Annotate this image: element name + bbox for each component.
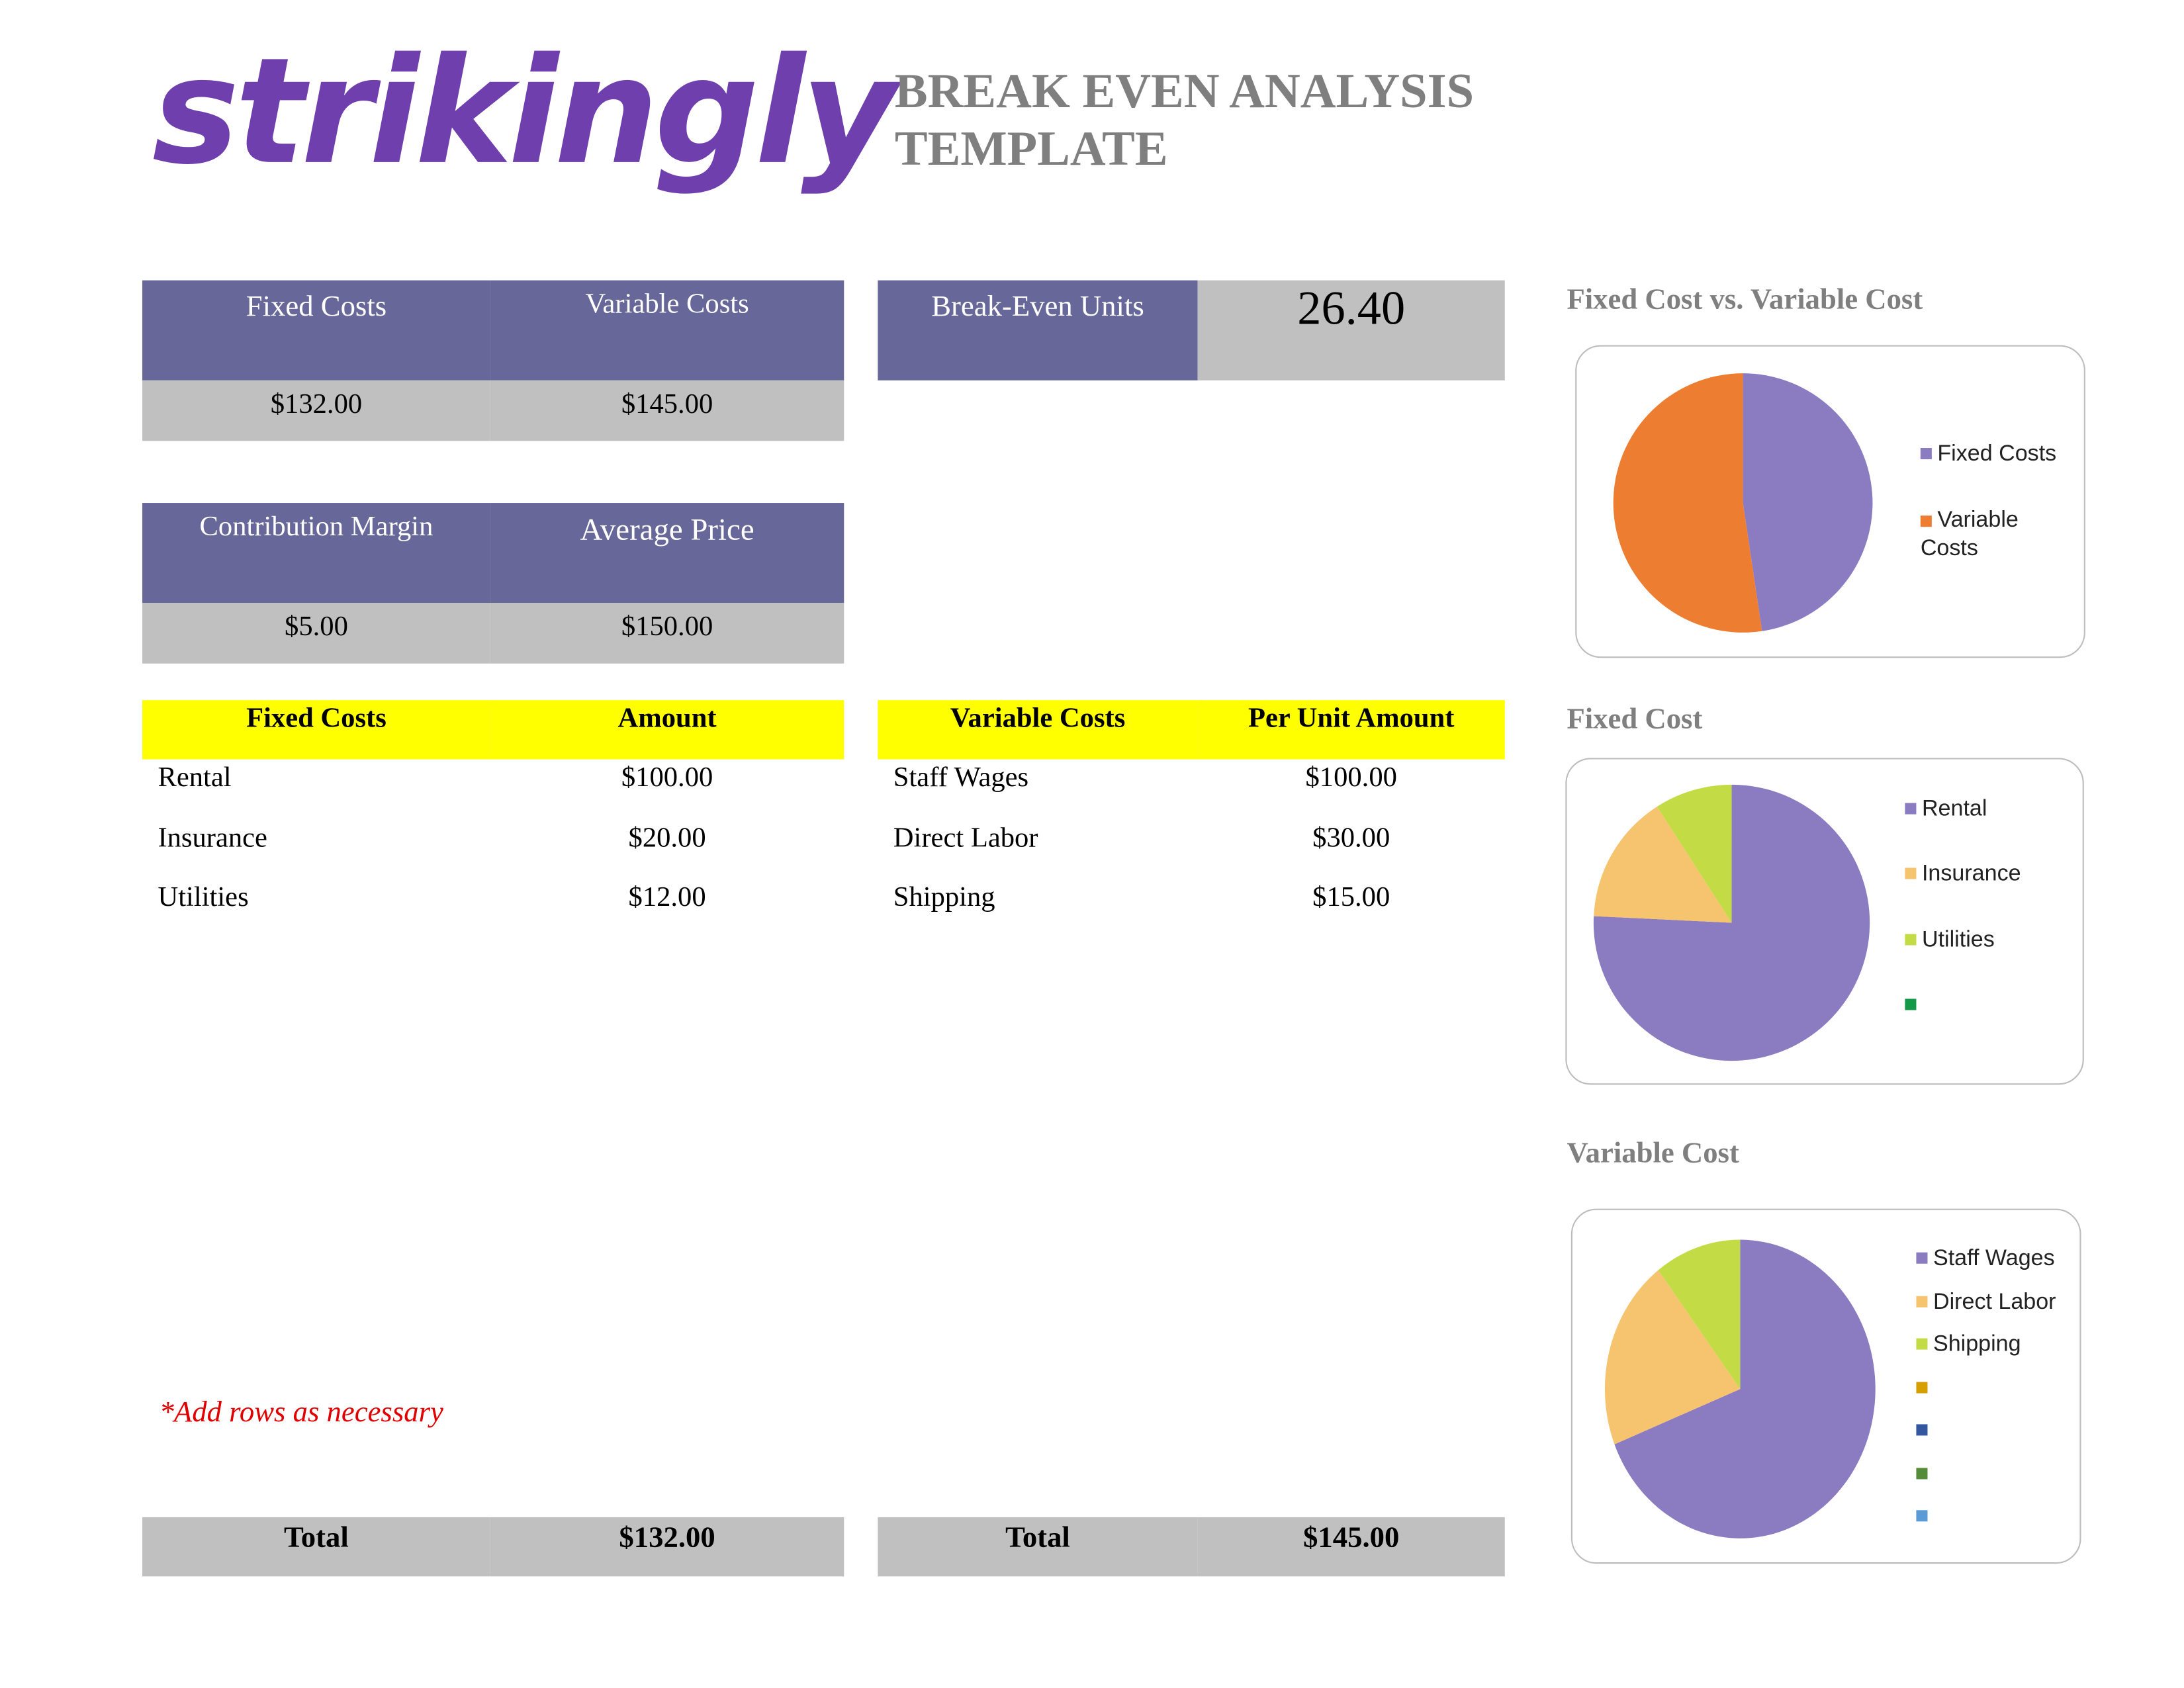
legend-swatch xyxy=(1905,934,1917,946)
variable-row-amount: $30.00 xyxy=(1312,822,1390,854)
pie-slice-variable-costs xyxy=(1613,373,1762,633)
chart-fixed-cost: Rental Insurance Utilities xyxy=(1565,758,2084,1085)
contribution-margin-value: $5.00 xyxy=(142,603,490,664)
fixed-row-amount: $100.00 xyxy=(621,762,713,793)
chart-fixed-vs-variable: Fixed Costs Variable Costs xyxy=(1575,345,2085,658)
fixed-row-name: Insurance xyxy=(158,822,267,854)
pie-slice-utilities xyxy=(1657,784,1732,923)
legend-item: Variable Costs xyxy=(1920,507,2048,563)
chart-title: Fixed Cost xyxy=(1567,701,1703,736)
legend-item: Shipping xyxy=(1916,1331,2021,1360)
average-price-value: $150.00 xyxy=(490,603,844,664)
legend-swatch xyxy=(1905,999,1917,1010)
legend-label: Utilities xyxy=(1921,928,1995,953)
pie-slice-direct-labor xyxy=(1604,1270,1741,1444)
legend-label: Staff Wages xyxy=(1933,1247,2055,1271)
legend-swatch xyxy=(1916,1382,1928,1394)
fixed-total-label: Total xyxy=(142,1517,490,1577)
legend-item: Fixed Costs xyxy=(1920,441,2083,469)
strikingly-logo: strikingly xyxy=(152,25,897,198)
legend-swatch xyxy=(1920,448,1932,460)
chart-title: Variable Cost xyxy=(1567,1135,1739,1170)
legend-item xyxy=(1916,1461,1933,1489)
fixed-row-amount: $12.00 xyxy=(628,881,706,913)
variable-costs-value: $145.00 xyxy=(490,380,844,441)
legend-label: Fixed Costs xyxy=(1937,442,2057,466)
pie-slice-insurance xyxy=(1594,806,1732,923)
legend-swatch xyxy=(1916,1424,1928,1436)
legend-swatch xyxy=(1905,803,1917,815)
legend-swatch xyxy=(1905,867,1917,879)
page-title: BREAK EVEN ANALYSIS TEMPLATE xyxy=(895,62,1474,178)
pie-slice-shipping xyxy=(1658,1239,1741,1390)
contribution-margin-header: Contribution Margin xyxy=(142,503,490,603)
fixed-total-value: $132.00 xyxy=(490,1517,844,1577)
legend-label: Direct Labor xyxy=(1933,1290,2056,1315)
legend-label: Rental xyxy=(1921,797,1987,822)
variable-row-name: Staff Wages xyxy=(893,762,1029,793)
legend-item: Staff Wages xyxy=(1916,1245,2055,1274)
add-rows-note: *Add rows as necessary xyxy=(159,1394,443,1429)
pie-slice-rental xyxy=(1593,784,1870,1061)
fixed-table-header-name: Fixed Costs xyxy=(142,700,490,760)
legend-item xyxy=(1905,992,1922,1020)
legend-swatch xyxy=(1916,1296,1928,1308)
average-price-header: Average Price xyxy=(490,503,844,603)
variable-costs-header: Variable Costs xyxy=(490,280,844,380)
variable-row-name: Direct Labor xyxy=(893,822,1038,854)
variable-total-value: $145.00 xyxy=(1197,1517,1505,1577)
legend-swatch xyxy=(1916,1468,1928,1480)
chart-title: Fixed Cost vs. Variable Cost xyxy=(1567,281,1923,316)
legend-swatch xyxy=(1916,1510,1928,1522)
legend-label: Shipping xyxy=(1933,1333,2021,1357)
variable-table-header-name: Variable Costs xyxy=(878,700,1198,760)
variable-row-amount: $15.00 xyxy=(1312,881,1390,913)
pie-slice-staff-wages xyxy=(1614,1239,1876,1538)
legend-swatch xyxy=(1916,1338,1928,1350)
legend-item xyxy=(1916,1503,1933,1532)
variable-row-name: Shipping xyxy=(893,881,995,913)
legend-item xyxy=(1916,1417,1933,1446)
chart-variable-cost: Staff Wages Direct Labor Shipping xyxy=(1570,1208,2081,1564)
legend-item: Direct Labor xyxy=(1916,1289,2056,1317)
legend-swatch xyxy=(1916,1252,1928,1264)
variable-total-label: Total xyxy=(878,1517,1198,1577)
title-line-1: BREAK EVEN ANALYSIS xyxy=(894,63,1475,118)
fixed-table-header-amount: Amount xyxy=(490,700,844,760)
break-even-value: 26.40 xyxy=(1197,280,1505,380)
legend-item: Insurance xyxy=(1905,861,2021,889)
legend-item: Rental xyxy=(1905,796,1987,824)
fixed-row-amount: $20.00 xyxy=(628,822,706,854)
legend-label: Variable Costs xyxy=(1920,508,2019,561)
variable-row-amount: $100.00 xyxy=(1305,762,1397,793)
fixed-costs-value: $132.00 xyxy=(142,380,490,441)
break-even-header: Break-Even Units xyxy=(878,280,1198,380)
legend-item: Utilities xyxy=(1905,927,1995,955)
legend-item xyxy=(1916,1375,1933,1403)
variable-table-header-amount: Per Unit Amount xyxy=(1197,700,1505,760)
fixed-row-name: Utilities xyxy=(158,881,249,913)
fixed-row-name: Rental xyxy=(158,762,232,793)
fixed-costs-header: Fixed Costs xyxy=(142,280,490,380)
legend-label: Insurance xyxy=(1921,862,2021,887)
title-line-2: TEMPLATE xyxy=(894,121,1168,177)
pie-slice-fixed-costs xyxy=(1743,373,1873,631)
legend-swatch xyxy=(1920,515,1932,527)
